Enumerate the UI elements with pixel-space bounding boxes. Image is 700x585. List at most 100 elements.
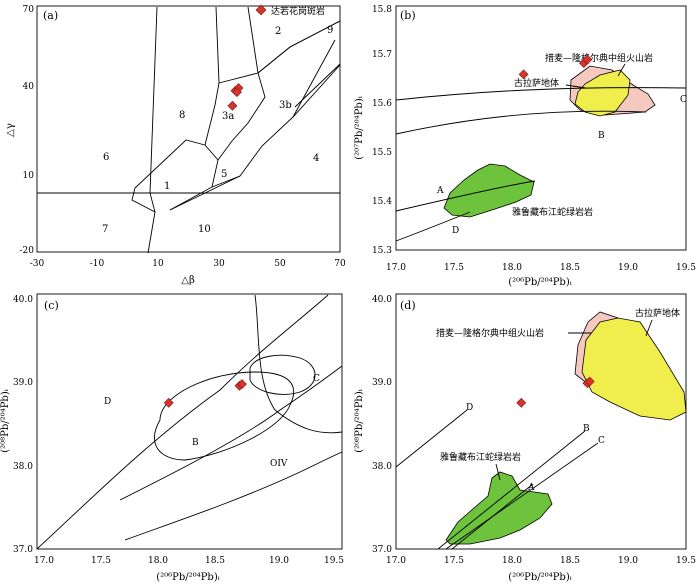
y-tick: 15.6 <box>372 99 392 109</box>
zone-6: 6 <box>103 152 109 163</box>
panel-a-points <box>227 83 244 111</box>
x-tick: 17.5 <box>91 556 111 566</box>
panel-d-x-ticks: 17.0 17.5 18.0 18.5 19.0 19.5 <box>386 556 696 566</box>
panel-b-label: (b) <box>400 9 416 22</box>
panel-c-x-label: (²⁰⁶Pb/²⁰⁴Pb)ᵢ <box>156 572 220 583</box>
zone-2: 2 <box>275 26 281 37</box>
panel-a-frame <box>36 5 341 253</box>
x-tick: 18.5 <box>560 263 580 273</box>
field-ophiolite-green <box>443 163 535 218</box>
legend-diamond-marker <box>255 4 267 16</box>
x-tick: 19.5 <box>676 556 696 566</box>
y-tick: 38.0 <box>372 462 392 472</box>
field-label-ophiolite: 雅鲁藏布江蛇绿岩岩 <box>440 451 521 463</box>
sample-point <box>227 100 238 111</box>
y-tick: 40.0 <box>13 295 33 305</box>
x-tick: 10 <box>152 259 164 269</box>
zone-3b: 3b <box>279 100 292 111</box>
zone-4: 4 <box>313 153 319 164</box>
x-tick: 19.0 <box>618 263 638 273</box>
sample-point <box>163 397 174 408</box>
x-tick: 18.5 <box>560 556 580 566</box>
panel-b-y-ticks: 15.3 15.4 15.5 15.6 15.7 15.8 <box>372 5 392 256</box>
x-tick: -10 <box>90 259 105 269</box>
panel-c-x-ticks: 17.0 17.5 18.0 18.5 19.0 19.5 <box>34 556 344 566</box>
panel-d-x-label: (²⁰⁶Pb/²⁰⁴Pb)ᵢ <box>508 572 572 583</box>
zone-9: 9 <box>327 25 333 36</box>
x-tick: 17.5 <box>444 556 464 566</box>
x-tick: 18.5 <box>205 556 225 566</box>
pointer-line <box>565 84 587 89</box>
y-tick: -20 <box>20 246 35 256</box>
panel-d-frame <box>395 293 687 550</box>
panel-a-x-label: △β <box>181 275 195 286</box>
y-tick: 10 <box>23 171 35 181</box>
y-tick: 39.0 <box>13 378 33 388</box>
panel-a-boundaries <box>37 6 341 254</box>
y-tick: 15.4 <box>372 197 392 207</box>
curve-label-B: B <box>583 424 590 434</box>
panel-c-boundaries <box>36 294 343 550</box>
region-D: D <box>104 397 111 407</box>
curve-label-D: D <box>466 403 473 413</box>
panel-c-label: (c) <box>44 299 59 312</box>
curve-label-C: C <box>598 436 605 446</box>
x-tick: -30 <box>30 259 45 269</box>
panel-b-x-ticks: 17.0 17.5 18.0 18.5 19.0 19.5 <box>386 263 696 273</box>
y-tick: 37.0 <box>13 545 33 555</box>
panel-c-frame <box>36 293 343 550</box>
curve-label-A: A <box>527 483 535 493</box>
panel-a-x-ticks: -30 -10 10 30 50 70 <box>30 259 346 269</box>
x-tick: 50 <box>274 259 286 269</box>
field-label-lhasa: 古拉萨地体 <box>635 307 680 319</box>
panel-b-x-label: (²⁰⁶Pb/²⁰⁴Pb)ᵢ <box>508 277 572 288</box>
field-label-lhasa: 古拉萨地体 <box>514 77 559 89</box>
panel-c: (c) D C B OIV 17.0 17.5 18.0 18.5 19.0 1… <box>0 293 344 583</box>
field-volcanic-yellow <box>574 69 631 117</box>
y-tick: 15.5 <box>372 148 392 158</box>
panel-d-y-ticks: 37.0 38.0 39.0 40.0 <box>372 295 392 555</box>
x-tick: 18.0 <box>148 556 168 566</box>
x-tick: 19.0 <box>269 556 289 566</box>
y-tick: 15.8 <box>372 5 392 15</box>
panel-d-y-label: (²⁰⁸Pb/²⁰⁴Pb)ᵢ <box>354 389 365 453</box>
legend-label: 达若花岗斑岩 <box>271 5 325 17</box>
x-tick: 17.5 <box>444 263 464 273</box>
pointer-line <box>495 463 501 481</box>
zone-3a: 3a <box>222 111 234 122</box>
panel-c-y-label: (²⁰⁸Pb/²⁰⁴Pb)ᵢ <box>0 389 11 453</box>
y-tick: 15.3 <box>372 246 392 256</box>
panel-b: (b) A B C D 措麦—隆格尔典中组火山岩 古拉萨地体 雅鲁藏布江蛇绿岩岩… <box>354 5 696 288</box>
y-tick: 38.0 <box>13 462 33 472</box>
sample-point <box>516 397 527 408</box>
panel-a-y-label: △γ <box>5 123 16 137</box>
curve-label-D: D <box>452 226 459 236</box>
y-tick: 40.0 <box>372 295 392 305</box>
panel-d-points <box>516 376 595 408</box>
pointer-line <box>617 63 626 77</box>
curve-label-B: B <box>598 131 605 141</box>
y-tick: 39.0 <box>372 378 392 388</box>
field-label-ophiolite: 雅鲁藏布江蛇绿岩岩 <box>512 206 593 218</box>
zone-5: 5 <box>221 169 227 180</box>
panel-c-points <box>163 379 247 408</box>
field-label-volcanic: 措麦—隆格尔典中组火山岩 <box>436 327 544 339</box>
sample-point <box>232 87 242 98</box>
panel-a-y-ticks: -20 10 40 70 <box>20 5 35 256</box>
x-tick: 17.0 <box>386 263 406 273</box>
region-B: B <box>192 438 199 448</box>
field-lhasa-yellow <box>581 317 687 421</box>
curve-label-A: A <box>436 186 444 196</box>
zone-1: 1 <box>164 181 170 192</box>
panel-b-frame <box>395 5 687 251</box>
panel-b-y-label: (²⁰⁷Pb/²⁰⁴Pb)ᵢ <box>354 96 365 160</box>
x-tick: 30 <box>213 259 225 269</box>
region-OIV: OIV <box>270 459 288 469</box>
y-tick: 37.0 <box>372 545 392 555</box>
panel-a-legend: 达若花岗斑岩 <box>255 4 325 17</box>
panel-a-zone-labels: 1 2 3a 3b 4 5 6 7 8 9 10 <box>102 25 333 235</box>
field-ophiolite-green <box>445 471 553 545</box>
x-tick: 17.0 <box>34 556 54 566</box>
field-label-volcanic: 措麦—隆格尔典中组火山岩 <box>545 52 653 64</box>
